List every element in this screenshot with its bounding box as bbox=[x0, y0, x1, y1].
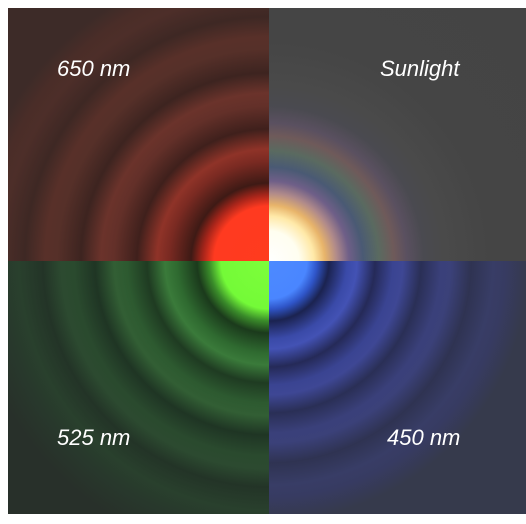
green-diffraction-rings bbox=[8, 261, 269, 514]
blue-diffraction-rings bbox=[269, 261, 526, 514]
label-450nm: 450 nm bbox=[387, 425, 461, 450]
label-sunlight: Sunlight bbox=[380, 56, 460, 81]
label-650nm: 650 nm bbox=[57, 56, 131, 81]
white-diffraction-rings bbox=[269, 8, 526, 261]
panel-sunlight bbox=[269, 8, 526, 261]
panel-650nm bbox=[8, 8, 269, 261]
panel-450nm bbox=[269, 261, 526, 514]
red-diffraction-rings bbox=[8, 8, 269, 261]
label-525nm: 525 nm bbox=[57, 425, 131, 450]
diffraction-figure bbox=[8, 8, 526, 514]
panel-525nm bbox=[8, 261, 269, 514]
